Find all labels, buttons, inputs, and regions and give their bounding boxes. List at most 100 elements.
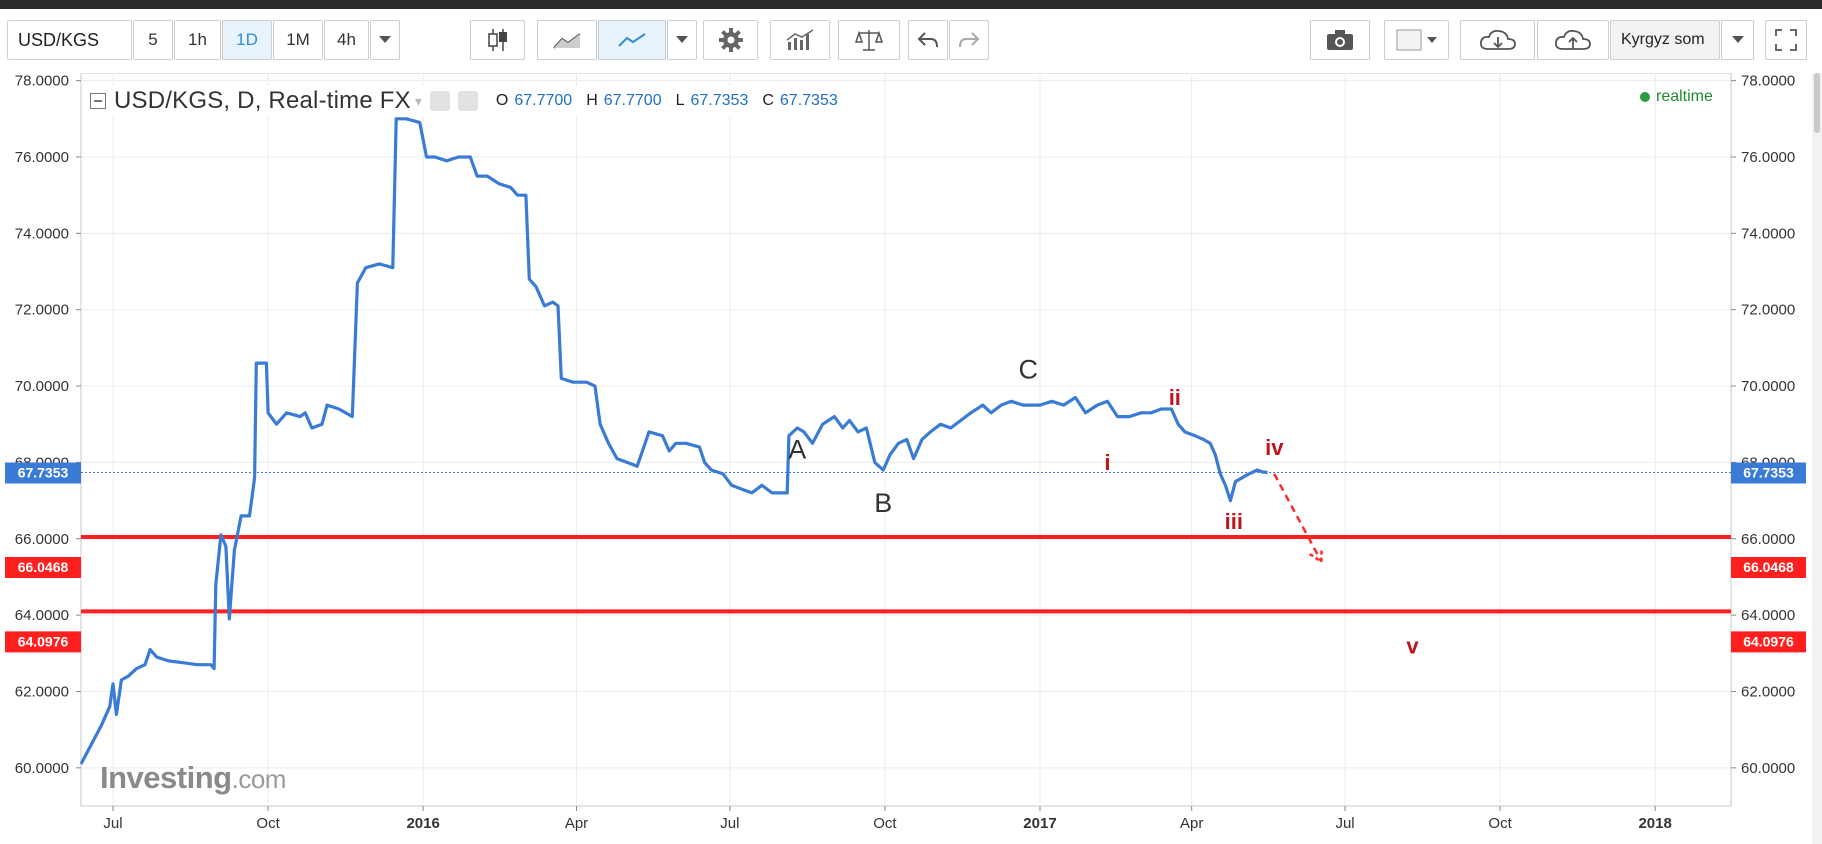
realtime-dot-icon xyxy=(1640,92,1650,102)
x-tick-label: Apr xyxy=(1180,815,1203,832)
interval-dropdown-button[interactable] xyxy=(370,20,400,60)
y-tick-label-right: 70.0000 xyxy=(1741,378,1795,395)
y-tick-label-right: 64.0000 xyxy=(1741,607,1795,624)
interval-1h-button[interactable]: 1h xyxy=(174,20,221,60)
candles-chart-button[interactable] xyxy=(470,20,525,60)
cloud-upload-icon xyxy=(1554,29,1591,50)
chart-legend: USD/KGS, D, Real-time FX ▾ O 67.7700 H 6… xyxy=(90,86,846,116)
logo-suffix: .com xyxy=(231,764,287,794)
wave-label-ii: ii xyxy=(1169,385,1181,410)
scrollbar-track[interactable] xyxy=(1812,73,1822,844)
x-tick-label: Jul xyxy=(103,815,122,832)
interval-1m-button[interactable]: 1M xyxy=(273,20,323,60)
fullscreen-button[interactable] xyxy=(1765,20,1807,60)
y-tick-label-left: 64.0000 xyxy=(15,607,69,624)
low-label: L xyxy=(675,92,685,109)
wave-label-B: B xyxy=(874,488,892,518)
undo-button[interactable] xyxy=(908,20,948,60)
download-button[interactable] xyxy=(1460,20,1535,60)
upload-button[interactable] xyxy=(1537,20,1609,60)
y-tick-label-right: 60.0000 xyxy=(1741,760,1795,777)
y-tick-label-left: 74.0000 xyxy=(15,225,69,242)
x-tick-label: Oct xyxy=(256,815,280,832)
interval-1d-button[interactable]: 1D xyxy=(222,20,272,60)
level-tag-right-bg xyxy=(1731,631,1806,653)
realtime-label: realtime xyxy=(1656,88,1713,105)
price-series-line[interactable] xyxy=(79,117,1268,765)
wave-label-A: A xyxy=(788,435,806,465)
x-tick-label: Oct xyxy=(1488,815,1512,832)
x-tick-label: Apr xyxy=(565,815,588,832)
wave-label-iv: iv xyxy=(1265,435,1284,460)
y-tick-label-right: 74.0000 xyxy=(1741,225,1795,242)
scrollbar-thumb[interactable] xyxy=(1814,73,1820,133)
level-tag-right-bg xyxy=(1731,556,1806,578)
high-label: H xyxy=(586,92,598,109)
template-icon xyxy=(1396,29,1437,51)
y-tick-label-right: 66.0000 xyxy=(1741,531,1795,548)
wave-label-C: C xyxy=(1018,354,1038,384)
y-tick-label-left: 76.0000 xyxy=(15,149,69,166)
chevron-down-icon xyxy=(676,36,688,43)
chevron-down-icon xyxy=(1731,36,1744,43)
close-label: C xyxy=(762,92,774,109)
interval-5-button[interactable]: 5 xyxy=(133,20,173,60)
caret-down-icon[interactable]: ▾ xyxy=(414,92,422,109)
settings-button[interactable] xyxy=(703,20,758,60)
currency-dropdown-button[interactable] xyxy=(1721,20,1754,60)
area-chart-button[interactable] xyxy=(537,20,597,60)
logo-brand: Investing xyxy=(100,760,232,795)
compare-button[interactable] xyxy=(838,20,900,60)
level-tag-left: 64.0976 xyxy=(18,633,69,649)
ohlc-values: O 67.7700 H 67.7700 L 67.7353 C 67.7353 xyxy=(496,92,846,110)
x-tick-label: 2018 xyxy=(1638,815,1671,832)
investing-logo: Investing.com xyxy=(100,760,286,796)
y-tick-label-right: 62.0000 xyxy=(1741,683,1795,700)
currency-name-field[interactable]: Kyrgyz som xyxy=(1610,20,1720,60)
open-value: 67.7700 xyxy=(514,92,573,109)
y-tick-label-left: 72.0000 xyxy=(15,302,69,319)
high-value: 67.7700 xyxy=(603,92,662,109)
line-chart-button[interactable] xyxy=(598,20,666,60)
indicators-button[interactable] xyxy=(770,20,830,60)
redo-button[interactable] xyxy=(949,20,989,60)
chart-type-dropdown-button[interactable] xyxy=(667,20,697,60)
low-value: 67.7353 xyxy=(690,92,749,109)
chevron-down-icon xyxy=(379,36,391,43)
x-tick-label: Oct xyxy=(873,815,897,832)
top-strip xyxy=(0,0,1822,9)
wave-label-v: v xyxy=(1406,633,1419,658)
redo-icon xyxy=(959,32,980,48)
camera-icon xyxy=(1327,30,1353,50)
template-button[interactable] xyxy=(1384,20,1449,60)
y-tick-label-right: 78.0000 xyxy=(1741,73,1795,90)
y-tick-label-left: 78.0000 xyxy=(15,73,69,90)
x-tick-label: Jul xyxy=(1335,815,1354,832)
eye-icon[interactable] xyxy=(429,91,450,111)
last-price-tag-right: 67.7353 xyxy=(1743,465,1794,481)
screenshot-button[interactable] xyxy=(1310,20,1370,60)
interval-4h-button[interactable]: 4h xyxy=(324,20,369,60)
projection-arrowhead xyxy=(1309,547,1323,564)
open-label: O xyxy=(495,92,509,109)
line-chart-icon xyxy=(618,33,646,47)
y-tick-label-right: 76.0000 xyxy=(1741,149,1795,166)
cloud-download-icon xyxy=(1479,29,1516,50)
level-tag-right: 66.0468 xyxy=(1743,559,1794,575)
settings-small-icon[interactable] xyxy=(457,91,478,111)
realtime-indicator: realtime xyxy=(1640,88,1713,106)
collapse-legend-icon[interactable] xyxy=(90,93,106,109)
wave-label-i: i xyxy=(1104,450,1110,475)
level-tag-left: 66.0468 xyxy=(18,559,69,575)
price-chart[interactable]: 78.0000 78.0000 76.0000 76.0000 74.0000 74.00… xyxy=(0,73,1822,844)
symbol-input[interactable]: USD/KGS xyxy=(7,20,132,60)
level-tag-left-bg xyxy=(5,556,81,578)
chart-area[interactable]: 78.0000 78.0000 76.0000 76.0000 74.0000 74.00… xyxy=(0,73,1822,844)
wave-label-iii: iii xyxy=(1225,509,1243,534)
gear-icon xyxy=(718,28,743,52)
level-tag-left-bg xyxy=(5,631,81,653)
candlestick-icon xyxy=(487,29,507,51)
last-price-tag-left-bg xyxy=(5,462,81,484)
last-price-tag-right-bg xyxy=(1731,462,1806,484)
y-tick-label-right: 72.0000 xyxy=(1741,302,1795,319)
